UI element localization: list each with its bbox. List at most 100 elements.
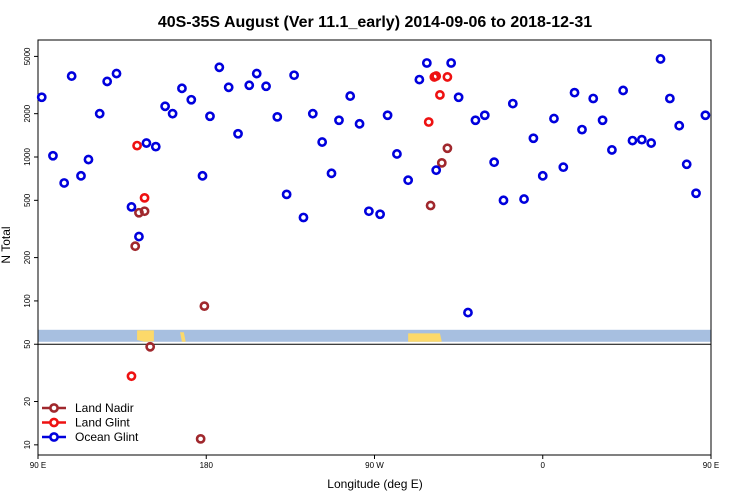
y-tick-label: 10 (23, 440, 32, 449)
data-point (139, 192, 150, 203)
data-point (700, 110, 711, 121)
data-point (307, 108, 318, 119)
data-point (403, 175, 414, 186)
data-point (326, 168, 337, 179)
data-point (423, 117, 434, 127)
legend-label: Ocean Glint (75, 430, 139, 444)
data-point (214, 62, 225, 73)
data-point (177, 83, 187, 94)
data-point (205, 111, 215, 122)
data-point (674, 120, 685, 131)
series-land-nadir (130, 143, 453, 444)
data-point (199, 301, 210, 312)
land-south-america (408, 333, 442, 342)
data-point (126, 202, 137, 212)
legend-item: Land Glint (42, 416, 130, 430)
data-point (345, 91, 356, 101)
data-point (36, 92, 47, 103)
data-point (537, 170, 548, 181)
land-australia-nz (137, 330, 154, 342)
y-tick-label: 100 (23, 294, 32, 308)
data-point (627, 135, 638, 146)
data-point (130, 241, 141, 252)
data-point (160, 101, 171, 112)
data-point (317, 137, 328, 147)
data-point (363, 206, 374, 217)
data-point (588, 93, 599, 104)
data-point (479, 110, 490, 121)
x-tick-label: 0 (541, 461, 546, 470)
y-tick-label: 20 (23, 397, 32, 406)
legend-item: Land Nadir (42, 401, 134, 415)
data-point (382, 110, 393, 121)
data-point (281, 189, 292, 200)
legend-label: Land Glint (75, 416, 130, 430)
data-point (618, 85, 629, 96)
data-point (470, 115, 481, 126)
data-point (577, 124, 587, 135)
data-point (435, 90, 445, 100)
y-tick-label: 200 (23, 250, 32, 264)
data-point (636, 134, 647, 145)
legend-label: Land Nadir (75, 401, 134, 415)
y-tick-label: 5000 (23, 47, 32, 65)
x-tick-label: 90 W (365, 461, 384, 470)
data-point (519, 194, 529, 204)
data-point (442, 143, 453, 154)
x-tick-label: 180 (200, 461, 214, 470)
data-point (261, 81, 271, 92)
legend-marker (49, 403, 59, 413)
data-point (289, 70, 300, 81)
data-point (597, 115, 608, 126)
data-point (197, 170, 208, 181)
data-point (111, 68, 122, 79)
data-point (141, 138, 152, 148)
legend-item: Ocean Glint (42, 430, 139, 444)
x-axis: 90 E 180 90 W 0 90 E (30, 455, 719, 470)
data-point (354, 118, 365, 129)
y-axis: 10 20 50 100 200 500 1000 2000 5000 (23, 47, 38, 449)
data-point (233, 128, 243, 139)
data-point (83, 154, 94, 165)
x-tick-label: 90 E (703, 461, 719, 470)
data-point (76, 170, 86, 181)
data-point (569, 87, 580, 98)
data-point (102, 76, 113, 87)
data-point (431, 165, 442, 176)
y-axis-label: N Total (0, 226, 13, 263)
x-tick-label: 90 E (30, 461, 46, 470)
data-point (272, 111, 283, 122)
data-point (498, 195, 509, 206)
data-point (646, 138, 657, 148)
chart-title: 40S-35S August (Ver 11.1_early) 2014-09-… (158, 14, 592, 31)
data-point (134, 231, 144, 242)
y-tick-label: 50 (23, 339, 32, 348)
data-point (126, 371, 137, 382)
data-point (655, 54, 666, 64)
y-tick-label: 1000 (23, 148, 32, 166)
series-ocean-glint (36, 54, 711, 318)
data-point (453, 92, 464, 103)
data-point (66, 71, 77, 81)
data-point (446, 58, 457, 68)
y-tick-label: 2000 (23, 104, 32, 122)
data-point (489, 157, 500, 168)
data-point (244, 80, 255, 91)
data-point (132, 140, 142, 151)
data-point (195, 433, 206, 444)
data-point (145, 341, 156, 352)
data-point (691, 188, 701, 199)
data-point (436, 157, 447, 168)
legend-marker (49, 432, 59, 442)
data-point (167, 108, 178, 119)
data-point (414, 74, 425, 85)
legend-marker (49, 417, 59, 428)
data-point (251, 68, 262, 79)
series-land-glint (126, 71, 453, 382)
data-point (442, 72, 453, 82)
land-new-zealand (180, 332, 186, 342)
data-point (48, 150, 58, 161)
data-point (507, 98, 518, 109)
